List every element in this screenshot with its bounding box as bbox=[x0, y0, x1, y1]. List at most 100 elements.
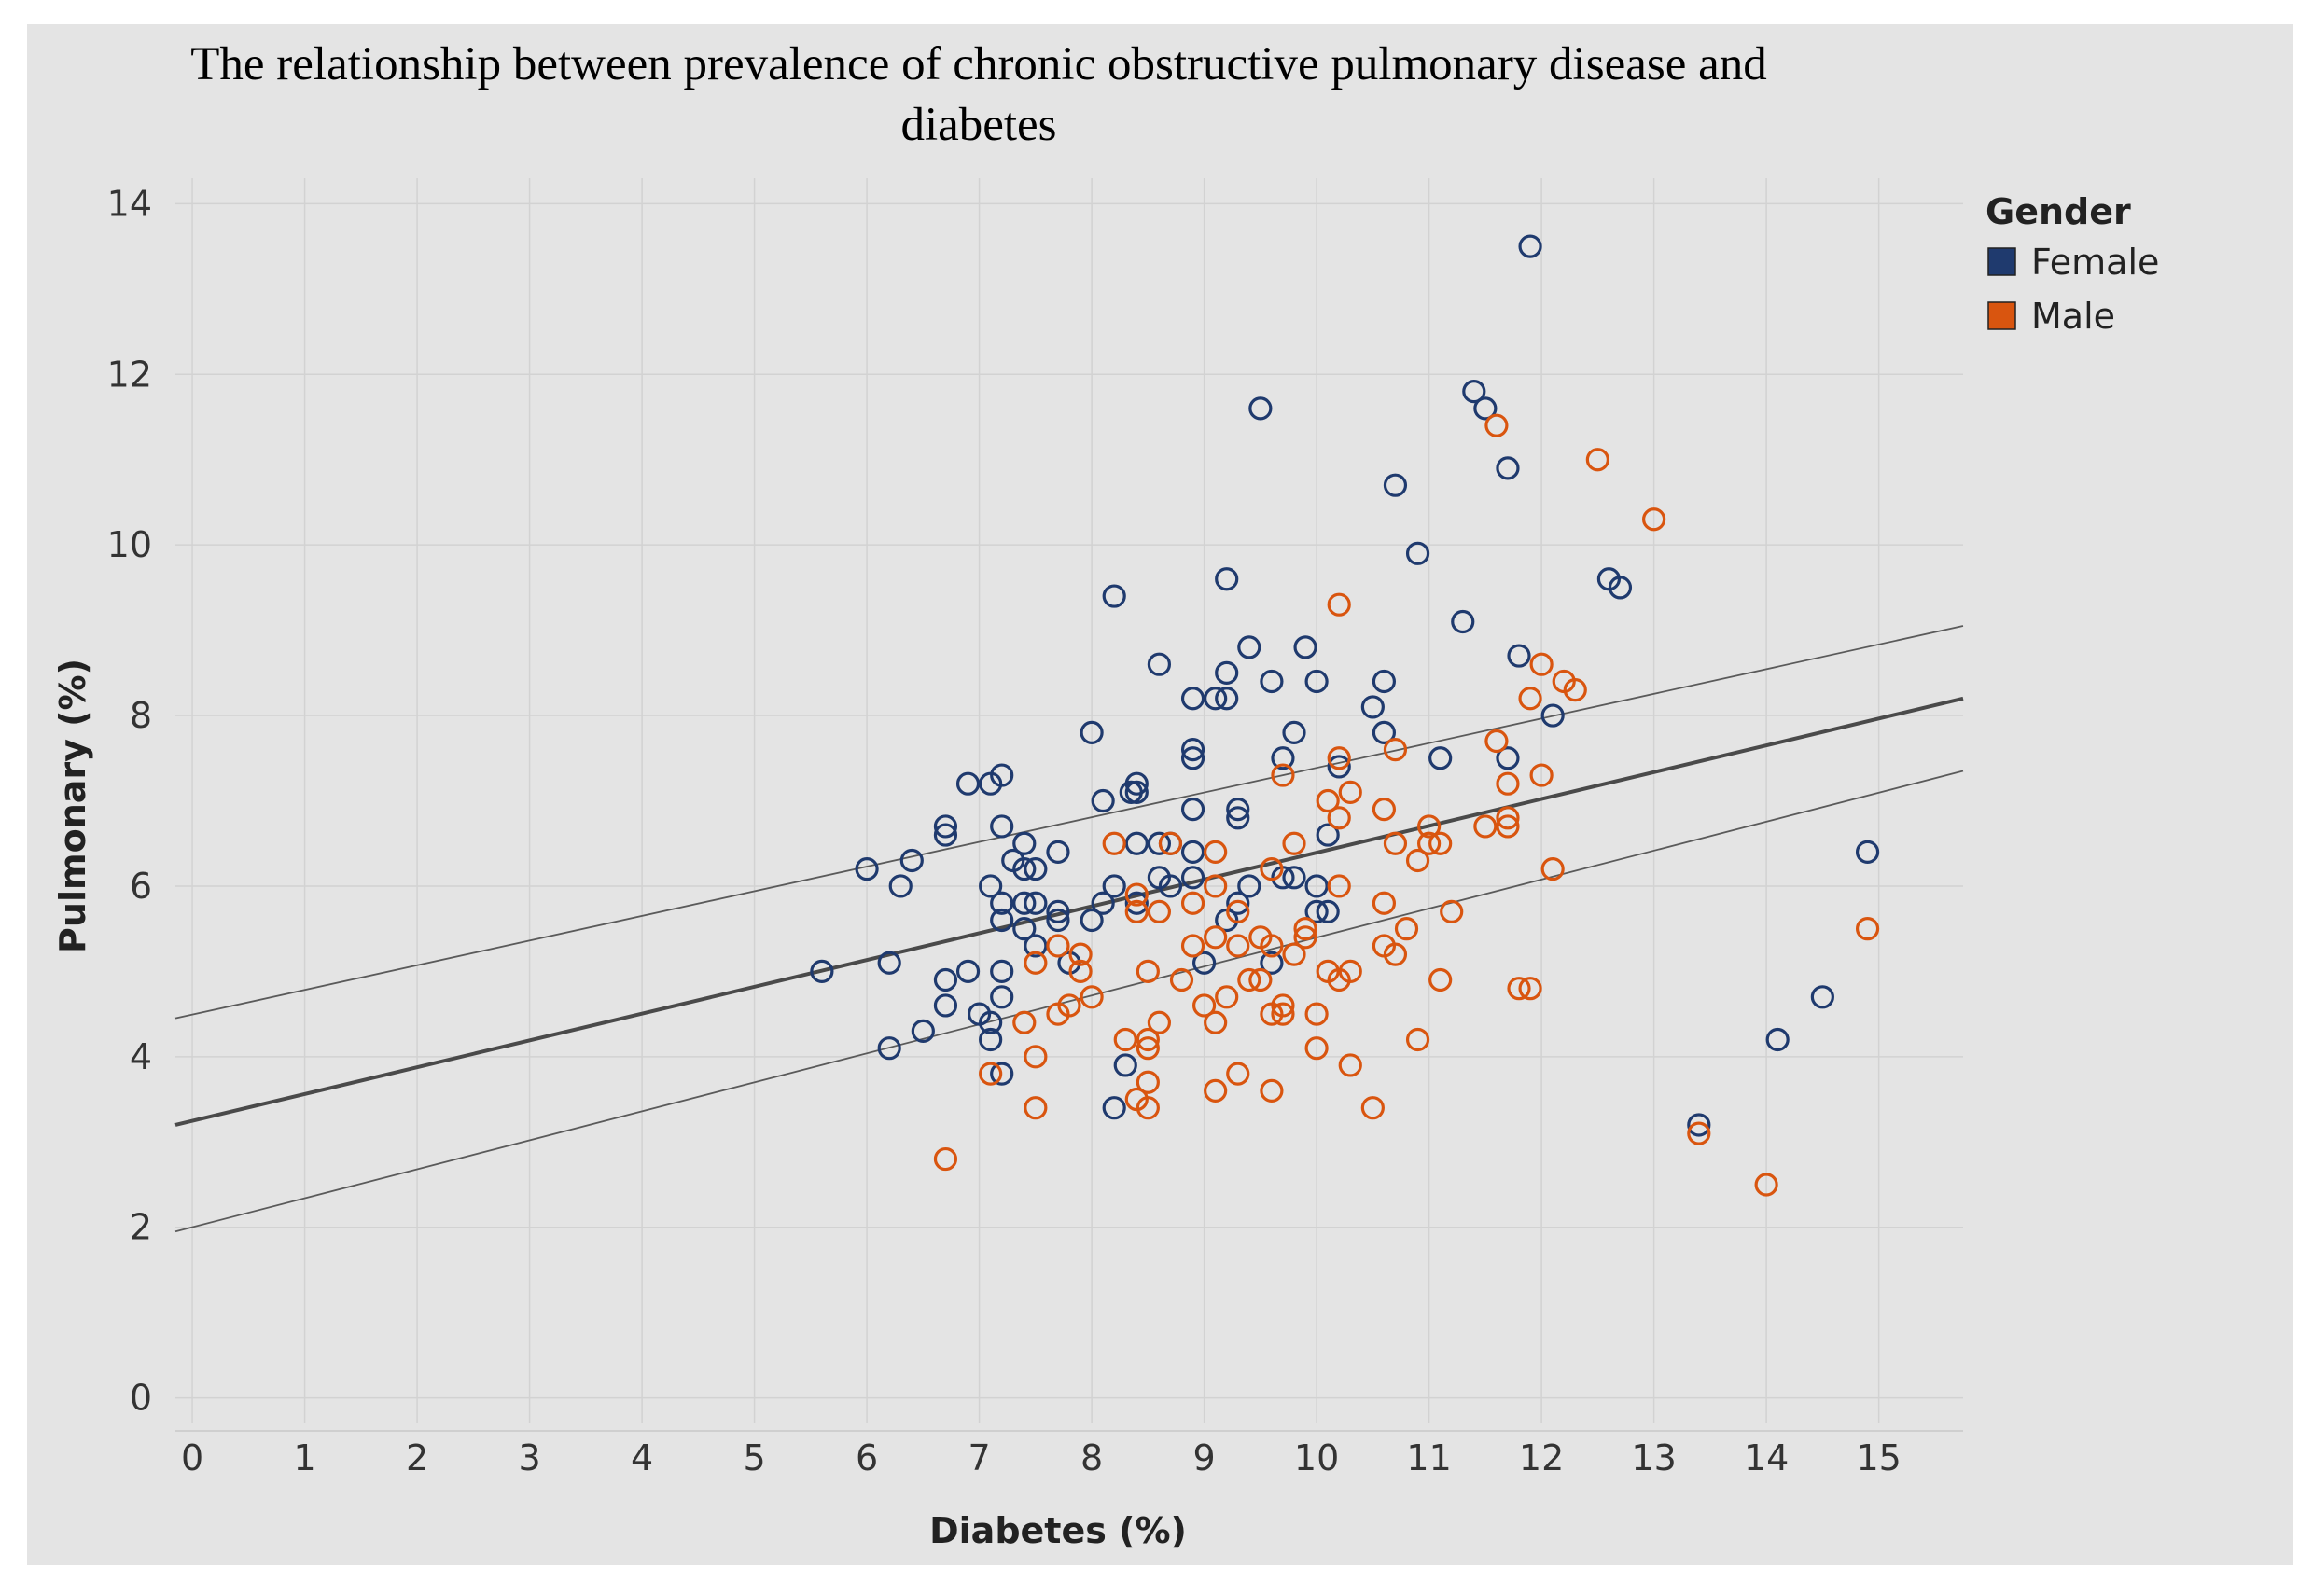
male-point bbox=[979, 1062, 1003, 1086]
male-point bbox=[1282, 831, 1306, 855]
male-point bbox=[1518, 687, 1542, 711]
female-point bbox=[1046, 908, 1070, 933]
male-point bbox=[1204, 840, 1228, 864]
male-point bbox=[1338, 780, 1362, 804]
female-point bbox=[1316, 899, 1340, 923]
female-point bbox=[1293, 635, 1317, 659]
male-point bbox=[1327, 592, 1351, 617]
male-point bbox=[1585, 448, 1609, 472]
female-point bbox=[1237, 635, 1261, 659]
female-point bbox=[1316, 823, 1340, 847]
male-point bbox=[1271, 763, 1295, 787]
male-point bbox=[1496, 806, 1520, 830]
male-point bbox=[1124, 899, 1149, 923]
male-point bbox=[1226, 934, 1250, 958]
female-point bbox=[1282, 866, 1306, 890]
male-point bbox=[933, 1146, 958, 1172]
male-point bbox=[1226, 899, 1250, 923]
male-point bbox=[1124, 882, 1149, 907]
female-point bbox=[979, 874, 1003, 898]
male-point bbox=[1754, 1173, 1778, 1197]
male-point bbox=[1327, 967, 1351, 992]
female-point bbox=[1180, 866, 1205, 890]
female-point bbox=[1215, 660, 1239, 685]
female-point bbox=[1046, 899, 1070, 923]
male-point bbox=[1687, 1121, 1711, 1145]
male-point bbox=[1484, 413, 1509, 437]
female-point bbox=[979, 771, 1003, 796]
female-point bbox=[1304, 874, 1329, 898]
male-point bbox=[1496, 771, 1520, 796]
male-point bbox=[1496, 814, 1520, 839]
female-point bbox=[1012, 857, 1037, 881]
female-point bbox=[1113, 1053, 1137, 1077]
male-point bbox=[1248, 967, 1273, 992]
female-point bbox=[979, 1027, 1003, 1052]
female-point bbox=[990, 1062, 1014, 1086]
female-point bbox=[899, 848, 924, 873]
female-point bbox=[1147, 652, 1172, 676]
female-point bbox=[1024, 857, 1048, 881]
male-point bbox=[1147, 899, 1172, 923]
female-point bbox=[1204, 687, 1228, 711]
grid bbox=[175, 178, 1963, 1432]
male-point bbox=[1080, 985, 1104, 1009]
female-point bbox=[1428, 746, 1453, 770]
female-point bbox=[1372, 720, 1397, 744]
male-point bbox=[1327, 746, 1351, 770]
male-point bbox=[1180, 891, 1205, 915]
y-axis-ticks: 0 2 4 6 8 10 12 14 bbox=[107, 183, 152, 1418]
female-point bbox=[1102, 874, 1126, 898]
y-tick-label: 6 bbox=[130, 866, 152, 907]
female-point bbox=[990, 985, 1014, 1009]
male-point bbox=[1136, 1036, 1160, 1061]
female-point bbox=[1012, 831, 1037, 855]
female-point bbox=[1226, 891, 1250, 915]
male-point bbox=[1204, 1010, 1228, 1034]
female-point bbox=[1124, 831, 1149, 855]
female-point bbox=[1102, 584, 1126, 608]
legend-label-female: Female bbox=[2031, 242, 2159, 283]
male-point bbox=[1855, 917, 1880, 941]
male-point bbox=[1405, 1027, 1430, 1052]
female-point bbox=[1024, 934, 1048, 958]
male-point bbox=[1540, 857, 1565, 881]
female-point bbox=[990, 959, 1014, 983]
male-point bbox=[1260, 1002, 1284, 1026]
male-point bbox=[1417, 831, 1442, 855]
upper-confidence-line bbox=[174, 625, 1964, 1020]
male-point bbox=[1316, 788, 1340, 813]
male-point bbox=[1293, 925, 1317, 950]
female-point bbox=[888, 874, 913, 898]
male-point bbox=[1226, 1062, 1250, 1086]
x-tick-label: 4 bbox=[631, 1437, 653, 1478]
female-point bbox=[810, 959, 834, 983]
male-point bbox=[1204, 925, 1228, 950]
female-point bbox=[979, 1010, 1003, 1034]
female-point bbox=[1260, 951, 1284, 975]
male-point bbox=[1046, 1002, 1070, 1026]
male-point bbox=[1383, 738, 1408, 762]
female-point bbox=[855, 857, 879, 881]
female-point bbox=[1496, 746, 1520, 770]
female-point bbox=[1282, 720, 1306, 744]
male-point bbox=[1113, 1027, 1137, 1052]
female-point bbox=[1012, 917, 1037, 941]
male-point bbox=[1428, 967, 1453, 992]
male-point bbox=[1440, 899, 1464, 923]
female-point bbox=[1383, 473, 1408, 497]
female-point bbox=[1215, 687, 1239, 711]
female-point bbox=[1226, 798, 1250, 822]
female-point bbox=[1360, 695, 1385, 719]
male-point bbox=[1260, 857, 1284, 881]
series-male bbox=[933, 413, 1880, 1197]
female-point bbox=[1147, 831, 1172, 855]
male-point bbox=[1102, 831, 1126, 855]
male-point bbox=[1417, 814, 1442, 839]
male-point bbox=[1012, 1010, 1037, 1034]
male-point bbox=[1282, 942, 1306, 966]
male-point bbox=[1024, 1045, 1048, 1069]
y-tick-label: 10 bbox=[107, 524, 152, 565]
female-point bbox=[1304, 899, 1329, 923]
legend-swatch-male bbox=[1987, 301, 2016, 330]
